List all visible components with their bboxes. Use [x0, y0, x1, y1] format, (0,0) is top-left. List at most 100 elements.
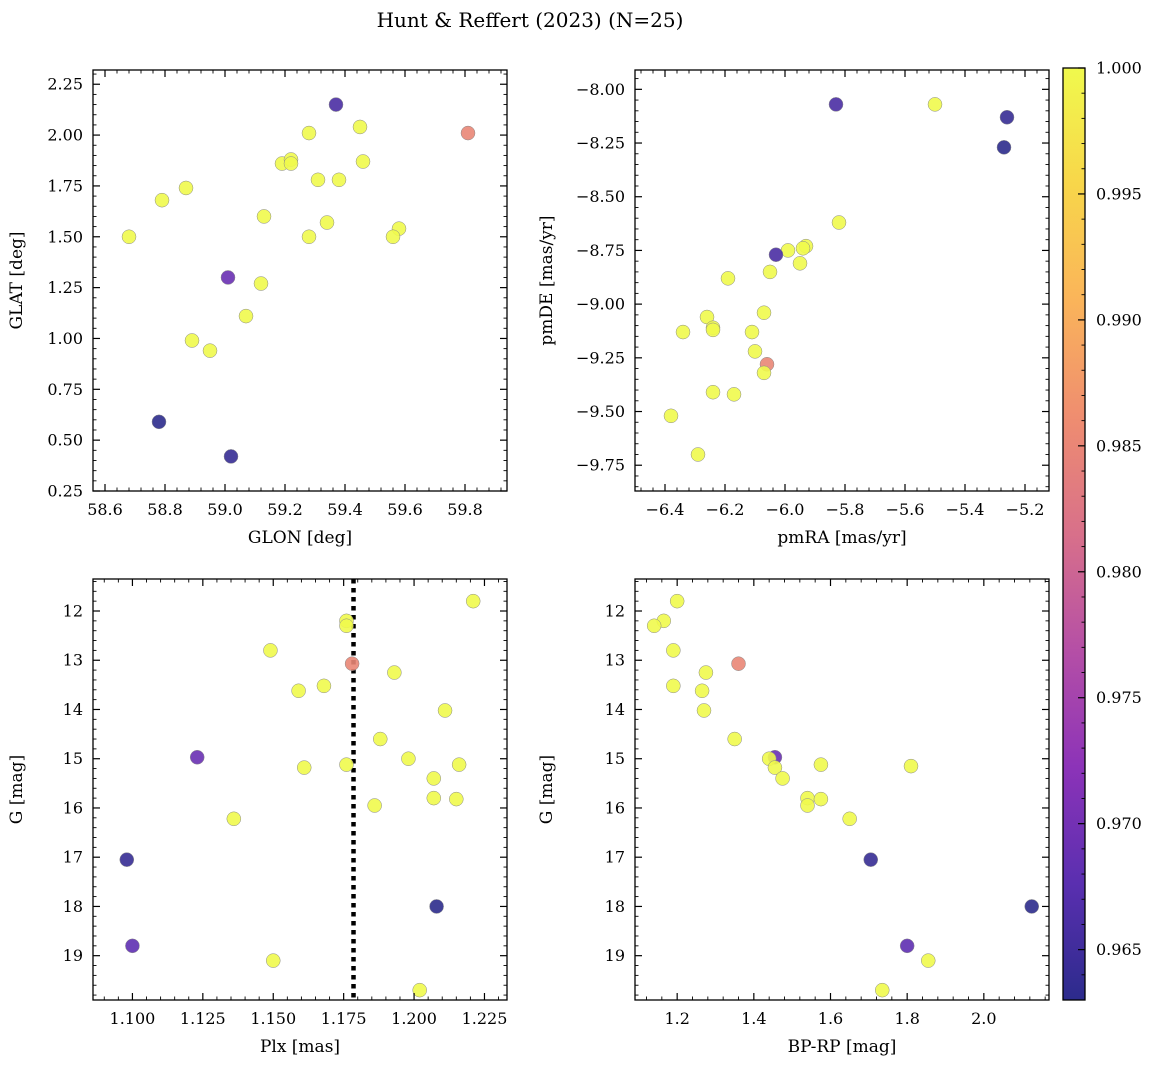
y-tick-label: 18 [605, 897, 625, 916]
y-axis-label: G [mag] [537, 755, 557, 824]
colorbar-tick-label: 0.975 [1096, 688, 1142, 707]
data-point [184, 333, 200, 348]
x-axis-label: GLON [deg] [248, 528, 352, 548]
x-tick-label: 1.100 [110, 1009, 156, 1028]
data-point [795, 241, 811, 256]
x-tick-label: 1.175 [321, 1009, 367, 1028]
data-point [426, 790, 442, 806]
data-point [927, 97, 943, 112]
y-tick-label: 1.75 [47, 176, 83, 195]
data-point [437, 703, 453, 718]
y-tick-label: 1.00 [47, 329, 83, 348]
y-tick-label: 13 [63, 651, 83, 670]
y-tick-label: −9.25 [576, 348, 625, 367]
data-point [999, 110, 1015, 125]
colorbar-tick-label: 0.985 [1096, 436, 1142, 455]
data-point [705, 322, 721, 338]
data-point [768, 247, 784, 262]
data-point [301, 125, 317, 141]
y-tick-label: 2.00 [47, 126, 83, 145]
y-tick-label: −9.00 [576, 295, 625, 314]
data-point [675, 324, 691, 340]
data-point [775, 771, 790, 786]
x-tick-label: 58.6 [87, 500, 123, 519]
data-point [328, 97, 344, 112]
x-tick-label: 1.8 [894, 1009, 919, 1028]
y-tick-label: 17 [605, 848, 625, 867]
data-point [696, 703, 712, 718]
x-axis-label: Plx [mas] [260, 1037, 340, 1057]
data-point [426, 771, 442, 786]
axes-frame [92, 69, 508, 492]
axes-frame [634, 578, 1050, 1001]
data-point [747, 344, 763, 359]
y-tick-label: 14 [605, 700, 625, 719]
y-tick-label: 2.25 [47, 75, 83, 94]
y-tick-label: −8.50 [576, 187, 625, 206]
y-tick-label: 16 [63, 798, 83, 817]
x-tick-label: 58.8 [147, 500, 183, 519]
x-tick-label: −5.8 [826, 500, 865, 519]
data-point [726, 387, 742, 402]
x-tick-label: 1.200 [391, 1009, 437, 1028]
x-tick-label: −5.6 [886, 500, 925, 519]
data-point [151, 414, 167, 430]
data-point [339, 757, 354, 772]
x-tick-label: −5.4 [946, 500, 985, 519]
data-point [731, 656, 746, 671]
x-tick-label: 1.225 [462, 1009, 508, 1028]
y-tick-label: −8.75 [576, 241, 625, 260]
y-tick-label: −9.50 [576, 402, 625, 421]
data-point [690, 447, 706, 462]
figure-title: Hunt & Reffert (2023) (N=25) [377, 8, 684, 32]
data-point [429, 899, 444, 914]
data-point [265, 953, 281, 968]
data-point [189, 749, 205, 765]
data-point [296, 760, 312, 775]
data-point [720, 271, 736, 286]
data-point [310, 172, 326, 188]
data-point [1024, 899, 1039, 914]
data-point [762, 264, 778, 280]
x-tick-label: −6.0 [766, 500, 805, 519]
data-point [226, 811, 242, 827]
y-tick-label: 12 [63, 602, 83, 621]
data-point [355, 154, 371, 169]
data-point [373, 731, 388, 747]
data-point [119, 852, 135, 867]
data-point [220, 270, 236, 285]
data-point [339, 618, 354, 634]
data-point [401, 751, 416, 766]
colorbar-tick-label: 0.970 [1096, 814, 1142, 833]
data-point [451, 757, 467, 772]
data-point [319, 215, 335, 230]
x-axis-label: pmRA [mas/yr] [777, 528, 906, 548]
colorbar-gradient [1063, 68, 1085, 1000]
y-tick-label: 19 [63, 946, 83, 965]
y-tick-label: −8.25 [576, 134, 625, 153]
x-tick-label: 59.8 [447, 500, 483, 519]
data-point [263, 643, 278, 658]
y-tick-label: 0.50 [47, 431, 83, 450]
y-tick-label: 13 [605, 651, 625, 670]
data-point [666, 643, 681, 658]
data-point [875, 982, 890, 998]
data-point [996, 140, 1012, 155]
x-tick-label: 2.0 [971, 1009, 996, 1028]
y-tick-label: 14 [63, 700, 83, 719]
data-point [767, 760, 783, 775]
y-tick-label: 15 [63, 749, 83, 768]
y-tick-label: 18 [63, 897, 83, 916]
y-tick-label: −9.75 [576, 456, 625, 475]
axes-frame [92, 578, 508, 1001]
data-point [663, 408, 679, 424]
x-tick-label: 59.2 [267, 500, 303, 519]
data-point [694, 683, 710, 699]
data-point [666, 678, 681, 694]
x-tick-label: −6.2 [706, 500, 745, 519]
data-point [899, 938, 915, 954]
colorbar-tick-label: 0.980 [1096, 562, 1142, 581]
data-point [367, 798, 382, 813]
data-point [842, 811, 857, 827]
data-point [756, 305, 772, 320]
